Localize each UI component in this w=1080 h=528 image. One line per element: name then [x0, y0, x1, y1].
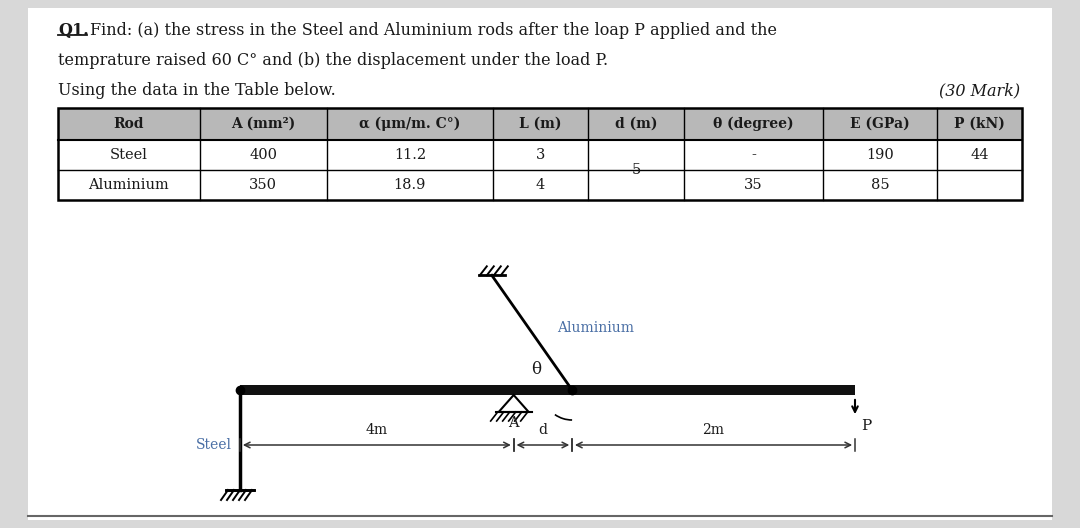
- Text: P: P: [861, 419, 872, 433]
- Text: 350: 350: [249, 178, 278, 192]
- Text: E (GPa): E (GPa): [850, 117, 910, 131]
- Text: 44: 44: [970, 148, 989, 162]
- Text: 11.2: 11.2: [394, 148, 426, 162]
- Text: L (m): L (m): [519, 117, 562, 131]
- Text: 5: 5: [632, 163, 640, 177]
- Text: Find: (a) the stress in the Steel and Aluminium rods after the loap P applied an: Find: (a) the stress in the Steel and Al…: [90, 22, 777, 39]
- Bar: [240, 385, 855, 395]
- Text: 18.9: 18.9: [394, 178, 426, 192]
- Text: A: A: [509, 416, 519, 430]
- Text: 4m: 4m: [366, 423, 388, 437]
- Text: (30 Mark): (30 Mark): [939, 82, 1020, 99]
- Bar: [58, 108, 1022, 200]
- Text: Aluminium: Aluminium: [89, 178, 170, 192]
- Text: d (m): d (m): [615, 117, 657, 131]
- Text: 190: 190: [866, 148, 894, 162]
- Text: Steel: Steel: [110, 148, 148, 162]
- Text: 400: 400: [249, 148, 278, 162]
- Text: Q1.: Q1.: [58, 22, 89, 39]
- Text: Using the data in the Table below.: Using the data in the Table below.: [58, 82, 336, 99]
- Text: 85: 85: [870, 178, 890, 192]
- Text: 3: 3: [536, 148, 545, 162]
- Text: -: -: [751, 148, 756, 162]
- Text: 2m: 2m: [703, 423, 725, 437]
- Text: α (μm/m. C°): α (μm/m. C°): [360, 117, 460, 131]
- Polygon shape: [499, 395, 529, 412]
- Text: P (kN): P (kN): [954, 117, 1005, 131]
- Text: θ (degree): θ (degree): [713, 117, 794, 131]
- Text: Steel: Steel: [195, 438, 232, 452]
- Text: Rod: Rod: [113, 117, 144, 131]
- Text: 4: 4: [536, 178, 545, 192]
- Bar: [58, 108, 1022, 140]
- Text: θ: θ: [531, 362, 541, 379]
- Text: Aluminium: Aluminium: [557, 320, 634, 335]
- Text: temprature raised 60 C° and (b) the displacement under the load P.: temprature raised 60 C° and (b) the disp…: [58, 52, 608, 69]
- Text: 35: 35: [744, 178, 762, 192]
- Text: d: d: [539, 423, 548, 437]
- Text: A (mm²): A (mm²): [231, 117, 296, 131]
